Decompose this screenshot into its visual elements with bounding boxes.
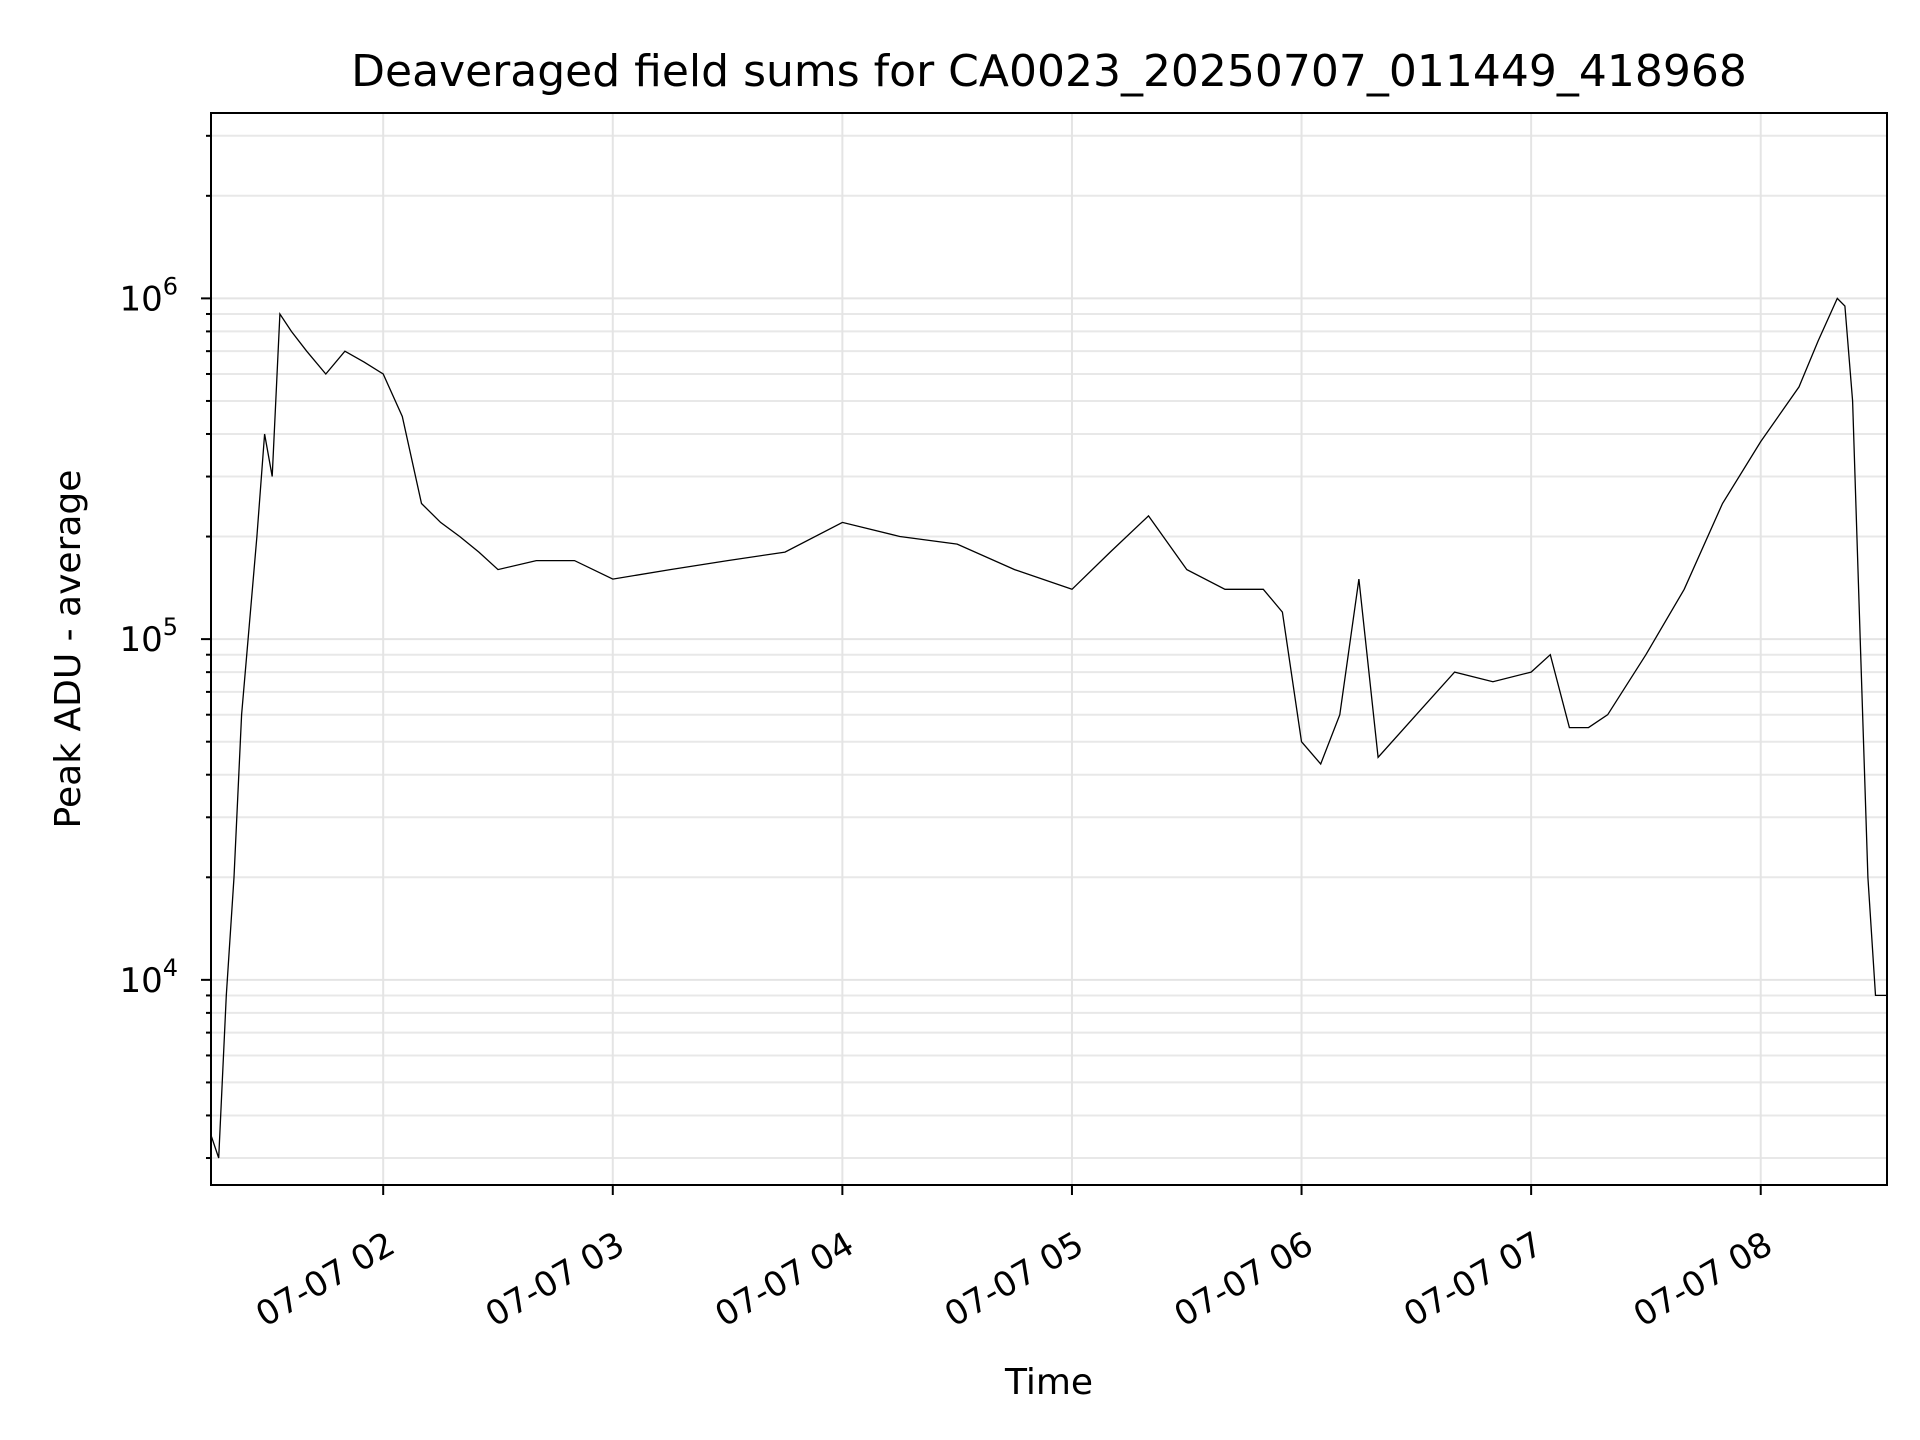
x-axis-label: Time	[1004, 1362, 1093, 1403]
y-tick-label: 106	[119, 272, 178, 319]
chart-title: Deaveraged field sums for CA0023_2025070…	[351, 46, 1747, 97]
y-tick-exponent: 4	[163, 954, 178, 982]
y-tick-base: 10	[119, 620, 162, 660]
plot-area-frame	[210, 112, 1888, 1186]
y-tick-label: 105	[119, 613, 178, 660]
series-layer	[210, 297, 1887, 1159]
y-axis-label: Peak ADU - average	[48, 470, 89, 829]
y-tick-exponent: 6	[163, 272, 178, 300]
grid	[211, 113, 1887, 1185]
x-tick-label: 07-07 06	[1168, 1224, 1320, 1335]
x-tick-label: 07-07 04	[708, 1224, 860, 1335]
y-tick-label: 104	[119, 954, 178, 1001]
y-tick-base: 10	[119, 279, 162, 319]
x-tick-label: 07-07 07	[1397, 1224, 1549, 1335]
x-tick-label: 07-07 02	[249, 1224, 401, 1335]
y-tick-base: 10	[119, 961, 162, 1001]
x-tick-label: 07-07 08	[1627, 1224, 1779, 1335]
x-tick-label: 07-07 05	[938, 1224, 1090, 1335]
x-tick-label: 07-07 03	[479, 1224, 631, 1335]
y-tick-exponent: 5	[163, 613, 178, 641]
series-line	[210, 297, 1887, 1159]
x-axis: 07-07 02 07-07 03 07-07 04 07-07 05 07-07 06…	[249, 1185, 1779, 1335]
